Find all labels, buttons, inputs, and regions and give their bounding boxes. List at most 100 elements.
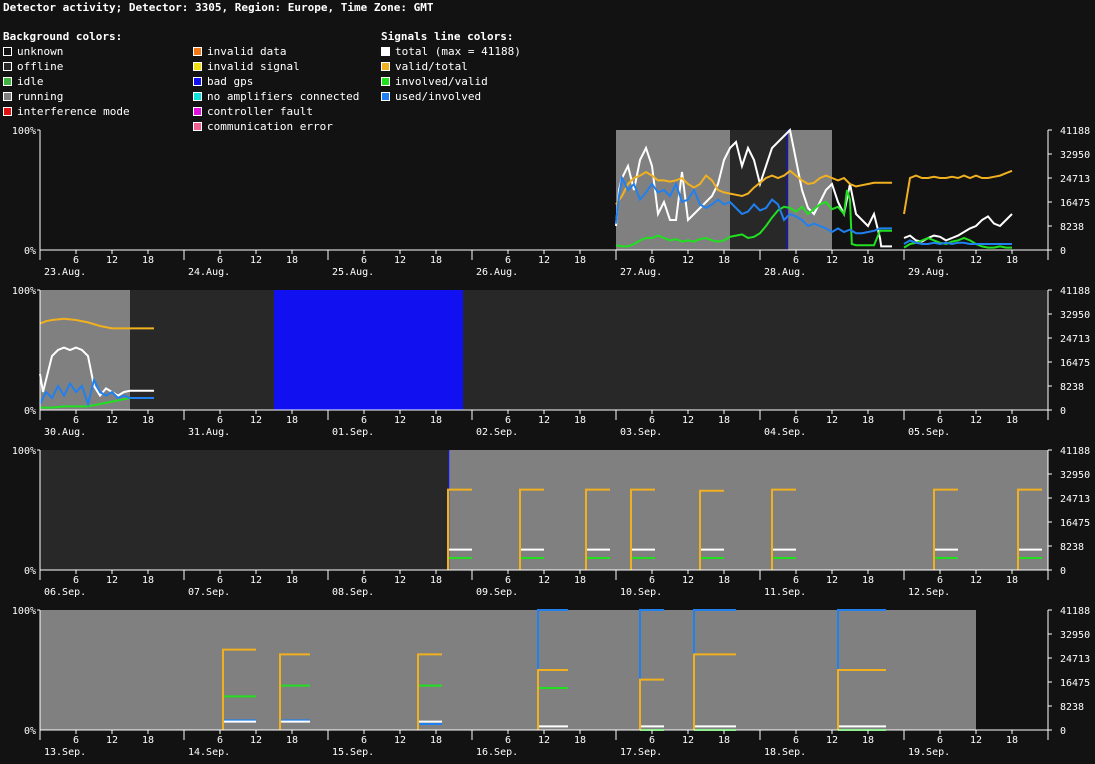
series-line-used	[615, 174, 892, 235]
y-right-tick-label: 32950	[1060, 470, 1090, 481]
hour-tick-label: 18	[142, 255, 154, 266]
background-legend-item: invalid data	[193, 44, 359, 59]
hour-tick-label: 12	[682, 575, 694, 586]
series-pulse-total	[1017, 548, 1042, 570]
y-right-tick-label: 41188	[1060, 606, 1090, 617]
series-pulse-valid	[417, 653, 442, 730]
background-segment	[616, 130, 730, 250]
hour-tick-label: 12	[538, 255, 550, 266]
background-legend-item: no amplifiers connected	[193, 89, 359, 104]
hour-tick-label: 18	[862, 255, 874, 266]
hour-tick-label: 12	[106, 735, 118, 746]
series-pulse-total	[537, 725, 568, 730]
y-right-tick-label: 8238	[1060, 222, 1084, 233]
hour-tick-label: 18	[430, 255, 442, 266]
series-pulse-used	[639, 609, 664, 730]
day-label: 16.Sep.	[476, 747, 518, 758]
hour-tick-label: 12	[250, 255, 262, 266]
background-legend-item: unknown	[3, 44, 130, 59]
series-pulse-valid	[693, 653, 736, 730]
hour-tick-label: 6	[361, 255, 367, 266]
series-pulse-total	[519, 548, 544, 570]
y-left-tick-label: 0%	[24, 406, 36, 417]
hour-tick-label: 12	[826, 575, 838, 586]
series-pulse-valid	[639, 678, 664, 730]
hour-tick-label: 12	[394, 575, 406, 586]
hour-tick-label: 6	[73, 575, 79, 586]
series-line-total	[615, 127, 892, 248]
hour-tick-label: 6	[73, 255, 79, 266]
hour-tick-label: 18	[286, 735, 298, 746]
series-pulse-involved	[933, 557, 958, 570]
hour-tick-label: 6	[649, 255, 655, 266]
day-label: 13.Sep.	[44, 747, 86, 758]
y-left-tick-label: 100%	[12, 446, 36, 457]
chart-row	[37, 609, 1052, 740]
series-pulse-valid	[585, 488, 610, 570]
background-legend: Background colors: unknown offline idle run…	[3, 29, 130, 119]
hour-tick-label: 18	[430, 575, 442, 586]
series-pulse-involved	[417, 684, 442, 730]
signals-legend-item-label: involved/valid	[395, 75, 488, 88]
day-label: 10.Sep.	[620, 587, 662, 598]
day-label: 04.Sep.	[764, 427, 806, 438]
background-legend-item-swatch	[3, 77, 12, 86]
day-label: 09.Sep.	[476, 587, 518, 598]
signals-legend-item-swatch	[381, 77, 390, 86]
y-right-tick-label: 41188	[1060, 286, 1090, 297]
hour-tick-label: 12	[682, 255, 694, 266]
hour-tick-label: 18	[1006, 255, 1018, 266]
page-title: Detector activity; Detector: 3305, Regio…	[3, 1, 434, 14]
signals-legend-item-swatch	[381, 62, 390, 71]
hour-tick-label: 18	[286, 255, 298, 266]
series-pulse-valid	[837, 669, 886, 730]
hour-tick-label: 18	[862, 415, 874, 426]
background-segment	[449, 450, 1048, 570]
hour-tick-label: 6	[793, 735, 799, 746]
series-pulse-involved	[630, 557, 655, 570]
hour-tick-label: 6	[793, 575, 799, 586]
series-pulse-involved	[585, 557, 610, 570]
series-line-valid	[39, 317, 154, 330]
hour-tick-label: 18	[286, 575, 298, 586]
hour-tick-label: 12	[970, 255, 982, 266]
day-label: 24.Aug.	[188, 267, 230, 278]
hour-tick-label: 18	[718, 255, 730, 266]
hour-tick-label: 6	[793, 415, 799, 426]
background-legend-item-label: communication error	[207, 120, 333, 133]
background-legend-item: communication error	[193, 119, 359, 134]
hour-tick-label: 12	[826, 255, 838, 266]
hour-tick-label: 18	[1006, 415, 1018, 426]
hour-tick-label: 6	[217, 415, 223, 426]
day-label: 08.Sep.	[332, 587, 374, 598]
hour-tick-label: 12	[394, 735, 406, 746]
y-right-tick-label: 16475	[1060, 518, 1090, 529]
background-legend-item-label: running	[17, 90, 64, 103]
background-legend-item-label: bad gps	[207, 75, 254, 88]
series-pulse-total	[222, 720, 256, 730]
hour-tick-label: 12	[682, 415, 694, 426]
background-legend-item: idle	[3, 74, 130, 89]
hour-tick-label: 6	[649, 575, 655, 586]
background-segment	[274, 290, 463, 410]
background-segment	[976, 610, 1048, 730]
hour-tick-label: 6	[937, 255, 943, 266]
hour-tick-label: 18	[430, 415, 442, 426]
y-right-tick-label: 16475	[1060, 198, 1090, 209]
hour-tick-label: 18	[718, 575, 730, 586]
day-label: 27.Aug.	[620, 267, 662, 278]
hour-tick-label: 6	[217, 735, 223, 746]
background-legend-item-swatch	[193, 77, 202, 86]
hour-tick-label: 12	[538, 735, 550, 746]
y-right-tick-label: 32950	[1060, 630, 1090, 641]
series-pulse-total	[447, 548, 472, 570]
hour-tick-label: 18	[574, 255, 586, 266]
y-left-tick-label: 100%	[12, 606, 36, 617]
hour-tick-label: 6	[505, 415, 511, 426]
day-label: 06.Sep.	[44, 587, 86, 598]
series-pulse-involved	[279, 684, 310, 730]
y-right-tick-label: 24713	[1060, 654, 1090, 665]
hour-tick-label: 6	[649, 415, 655, 426]
y-left-tick-label: 0%	[24, 246, 36, 257]
hour-tick-label: 6	[73, 735, 79, 746]
